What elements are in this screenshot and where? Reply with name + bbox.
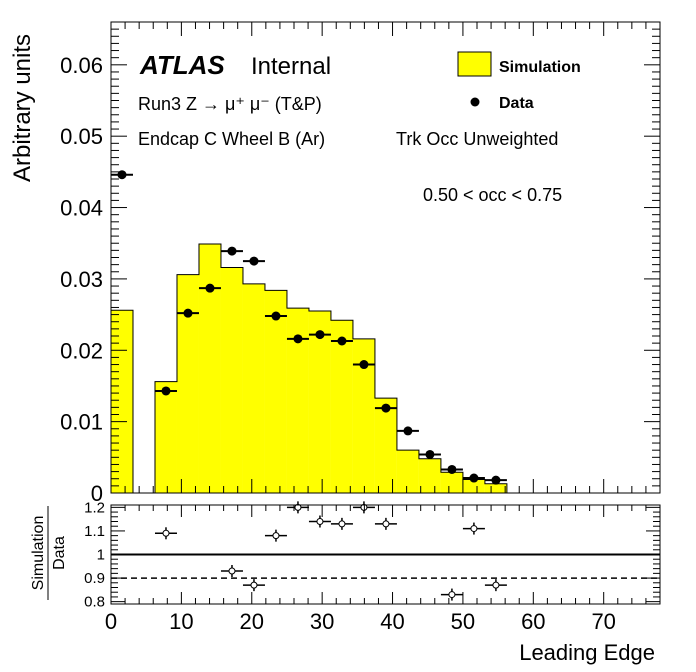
simulation-bin: [264, 290, 287, 493]
ratio-point: [330, 517, 353, 530]
ratio-y-tick-label: 1: [97, 547, 105, 564]
data-point: [396, 426, 419, 436]
simulation-bin: [396, 450, 419, 493]
legend-simulation-swatch: [457, 51, 492, 77]
x-axis-label: Leading Edge: [519, 640, 655, 665]
data-point: [286, 334, 309, 344]
main-y-axis-label: Arbitrary units: [9, 34, 36, 182]
x-tick-label: 0: [105, 609, 117, 634]
simulation-bin: [286, 308, 309, 493]
x-tick-label: 70: [591, 609, 615, 634]
ratio-point: [462, 522, 485, 535]
internal-label: Internal: [251, 53, 331, 80]
legend: Simulation Data: [457, 51, 581, 112]
main-y-tick-label: 0.06: [60, 53, 103, 78]
main-y-tick-label: 0.05: [60, 124, 103, 149]
ratio-y-axis-label: Simulation Data: [30, 506, 68, 600]
ratio-points: [154, 501, 507, 601]
data-point: [352, 360, 375, 370]
main-y-tick-labels: 0 0.01 0.02 0.03 0.04 0.05 0.06: [60, 53, 103, 506]
ratio-y-tick-label: 0.8: [84, 594, 105, 611]
simulation-bin: [440, 472, 463, 493]
occupancy-cut-label: 0.50 < occ < 0.75: [423, 185, 562, 205]
x-tick-label: 10: [169, 609, 193, 634]
simulation-bin: [220, 267, 243, 493]
ratio-point: [308, 515, 331, 528]
legend-simulation-label: Simulation: [499, 59, 581, 76]
ratio-y-label-denominator: Data: [51, 536, 68, 570]
data-points: [111, 170, 507, 485]
ratio-x-tick-labels: 0 10 20 30 40 50 60 70: [105, 609, 616, 634]
data-point: [462, 473, 485, 483]
main-y-tick-label: 0: [91, 481, 103, 506]
ratio-point: [286, 501, 309, 514]
process-label: Run3 Z → μ⁺ μ⁻ (T&P): [138, 94, 322, 114]
ratio-point: [374, 517, 397, 530]
weighting-label: Trk Occ Unweighted: [396, 129, 558, 149]
main-y-tick-label: 0.02: [60, 338, 103, 363]
simulation-bin: [111, 310, 133, 493]
x-tick-label: 30: [310, 609, 334, 634]
data-point: [111, 170, 133, 180]
simulation-bin: [462, 479, 485, 493]
simulation-histogram: [111, 243, 507, 493]
data-point: [330, 336, 353, 346]
main-y-ticks: [111, 28, 660, 494]
main-panel: 0 0.01 0.02 0.03 0.04 0.05 0.06 Arbitrary unit…: [9, 21, 661, 506]
ratio-point: [264, 529, 287, 542]
data-point: [220, 246, 243, 256]
data-point: [484, 475, 507, 485]
ratio-y-tick-labels: 0.8 0.9 1 1.1 1.2: [84, 499, 105, 610]
x-tick-label: 40: [380, 609, 404, 634]
x-tick-label: 50: [451, 609, 475, 634]
ratio-reference-lines: [111, 553, 660, 579]
region-label: Endcap C Wheel B (Ar): [138, 129, 325, 149]
ratio-point: [484, 579, 507, 592]
ratio-y-tick-label: 1.1: [84, 523, 105, 540]
x-tick-label: 20: [240, 609, 264, 634]
legend-data-marker: [470, 97, 480, 107]
ratio-point: [440, 588, 463, 601]
x-tick-label: 60: [521, 609, 545, 634]
main-y-tick-label: 0.01: [60, 410, 103, 435]
ratio-point: [154, 527, 177, 540]
data-point: [154, 386, 177, 396]
ratio-point: [220, 565, 243, 577]
atlas-label: ATLAS: [139, 50, 225, 80]
data-point: [440, 464, 463, 474]
ratio-y-label-numerator: Simulation: [30, 516, 47, 591]
ratio-panel: 0 10 20 30 40 50 60 70 0.8 0.9 1 1.1 1.2 Simulation…: [30, 499, 661, 665]
ratio-y-tick-label: 0.9: [84, 570, 105, 587]
ratio-y-ticks: [111, 506, 660, 603]
ratio-y-tick-label: 1.2: [84, 499, 105, 516]
simulation-bin: [374, 398, 397, 493]
ratio-x-ticks: [110, 505, 661, 604]
data-point: [374, 403, 397, 413]
simulation-bin: [330, 320, 353, 493]
simulation-bin: [242, 283, 265, 493]
main-y-tick-label: 0.04: [60, 196, 103, 221]
simulation-bin: [154, 381, 177, 493]
data-point: [198, 283, 221, 293]
data-point: [176, 308, 199, 318]
simulation-bin: [484, 483, 507, 493]
simulation-bin: [176, 274, 199, 493]
simulation-bin: [198, 243, 221, 493]
main-y-tick-label: 0.03: [60, 267, 103, 292]
data-point: [264, 311, 287, 321]
simulation-bin: [418, 458, 441, 493]
simulation-bin: [308, 311, 331, 493]
data-point: [308, 330, 331, 340]
legend-data-label: Data: [499, 95, 534, 112]
ratio-point: [242, 579, 265, 592]
data-point: [418, 449, 441, 459]
data-point: [242, 256, 265, 266]
simulation-bin: [352, 338, 375, 493]
